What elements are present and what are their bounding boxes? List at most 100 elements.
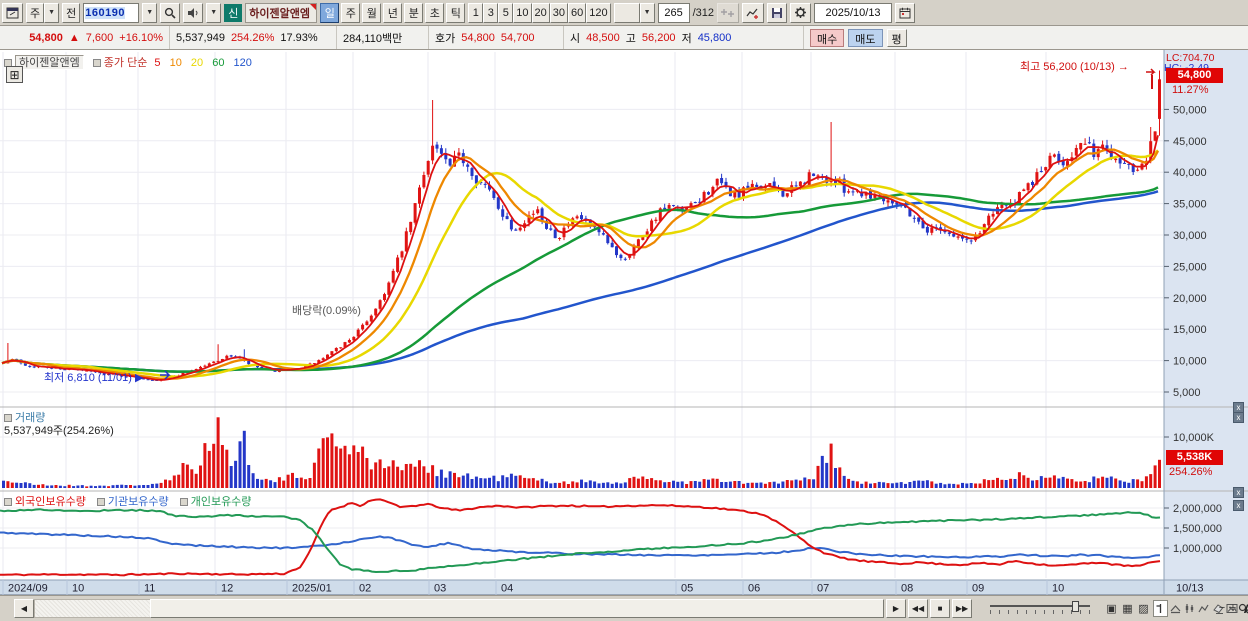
snapshot-button[interactable] — [1224, 600, 1239, 617]
legend-checkbox-icon[interactable] — [92, 59, 101, 67]
tab-day[interactable]: 일 — [320, 2, 340, 23]
zoom-area-button[interactable]: ▣ — [1104, 600, 1119, 617]
chevron-down-icon: ▼ — [146, 9, 154, 16]
close-holdings-pane-button[interactable]: x — [1233, 500, 1244, 511]
code-dropdown-button[interactable]: ▼ — [142, 2, 158, 23]
tool-candle-button[interactable] — [1182, 600, 1197, 617]
institution-legend-label: 기관보유수량 — [107, 496, 169, 508]
text-tool-button[interactable]: A — [1242, 600, 1248, 617]
hoga-label: 호가 — [435, 32, 456, 45]
scrollbar-thumb[interactable] — [150, 599, 884, 618]
top-toolbar: 주 ▼ 전 160190 ▼ ▼ 신 하이젠알앤엠 일 주 월 년 분 초 틱 … — [0, 0, 1248, 26]
interval-120[interactable]: 120 — [586, 2, 611, 23]
volume-box: 5,538K — [1166, 450, 1223, 465]
magnifier-button[interactable] — [1237, 600, 1248, 617]
tab-minute[interactable]: 분 — [404, 2, 424, 23]
scroll-left-button[interactable]: ◀ — [14, 599, 34, 618]
play-button[interactable]: ▶ — [886, 599, 906, 618]
period-combo[interactable]: 주 ▼ — [26, 2, 60, 23]
foreign-holdings-line — [0, 498, 1161, 577]
save-icon — [772, 7, 783, 18]
jeon-button[interactable]: 전 — [62, 2, 81, 23]
holdings-legend: 외국인보유수량 기관보유수량 개인보유수량 — [4, 493, 251, 509]
close-volume-pane-top-button[interactable]: x — [1233, 412, 1244, 423]
rewind-button[interactable]: ◀◀ — [908, 599, 928, 618]
date-input[interactable]: 2025/10/13 — [814, 2, 893, 23]
high-price: 56,200 — [641, 31, 676, 44]
legend-checkbox-icon[interactable] — [4, 414, 12, 422]
svg-text:05: 05 — [681, 583, 693, 595]
tool-zigzag-button[interactable] — [1196, 600, 1211, 617]
svg-text:25,000: 25,000 — [1173, 261, 1207, 273]
annotation-high: 최고 56,200 (10/13) → — [1020, 61, 1129, 73]
grid-tool-button[interactable]: ⊞ — [6, 66, 23, 83]
ma20-label: 20 — [190, 57, 204, 69]
svg-text:03: 03 — [434, 583, 446, 595]
price-pct-readout: 11.27% — [1172, 84, 1209, 96]
volume-ratio: 254.26% — [230, 31, 275, 44]
eraser-button[interactable] — [1210, 600, 1225, 617]
chart-canvas[interactable]: 5,000 10,000 15,000 20,000 25,000 30,000 35,00… — [0, 50, 1248, 595]
speed-slider-handle[interactable] — [1072, 601, 1079, 612]
tool-trendline-button[interactable] — [1153, 600, 1168, 617]
region-select-button[interactable]: ▨ — [1136, 600, 1151, 617]
sound-dropdown-button[interactable]: ▼ — [206, 2, 222, 23]
minus-icon: − — [1218, 601, 1226, 614]
sell-button[interactable]: 매도 — [848, 28, 883, 47]
svg-text:35,000: 35,000 — [1173, 199, 1207, 211]
legend-checkbox-icon[interactable] — [96, 498, 105, 506]
compare-button[interactable] — [717, 2, 740, 23]
window-icon[interactable] — [2, 2, 23, 23]
svg-text:15,000: 15,000 — [1173, 324, 1207, 336]
svg-text:10,000K: 10,000K — [1173, 432, 1215, 444]
peak-icon — [1170, 605, 1181, 614]
tool-peak-button[interactable] — [1168, 600, 1183, 617]
interval-20[interactable]: 20 — [531, 2, 550, 23]
tab-week[interactable]: 주 — [341, 2, 361, 23]
interval-60[interactable]: 60 — [568, 2, 587, 23]
alert-corner — [310, 3, 317, 10]
tab-year[interactable]: 년 — [383, 2, 403, 23]
calendar-button[interactable] — [895, 2, 916, 23]
empty-combo[interactable]: ▼ — [613, 2, 655, 23]
tab-tick[interactable]: 틱 — [446, 2, 466, 23]
grid-icon: ⊞ — [9, 67, 20, 82]
stock-code-input[interactable]: 160190 — [83, 2, 140, 23]
period-combo-value[interactable]: 주 — [26, 2, 45, 23]
tab-month[interactable]: 월 — [362, 2, 382, 23]
tab-second[interactable]: 초 — [425, 2, 445, 23]
svg-text:1,000,000: 1,000,000 — [1173, 543, 1222, 555]
stock-name-box[interactable]: 하이젠알앤엠 — [245, 2, 318, 23]
legend-stock-name[interactable]: 하이젠알앤엠 — [15, 55, 84, 70]
candle-count-input[interactable]: 265 — [657, 2, 690, 23]
legend-checkbox-icon[interactable] — [179, 498, 188, 506]
fast-forward-button[interactable]: ▶▶ — [952, 599, 972, 618]
zoom-in-button[interactable]: + — [1228, 599, 1238, 616]
legend-checkbox-icon[interactable] — [4, 498, 12, 506]
sound-button[interactable] — [183, 2, 204, 23]
add-indicator-button[interactable] — [742, 2, 765, 23]
speed-slider[interactable] — [990, 605, 1090, 607]
interval-1[interactable]: 1 — [468, 2, 484, 23]
ma60-label: 60 — [212, 57, 225, 69]
pattern-button[interactable]: ▦ — [1120, 600, 1135, 617]
buy-button[interactable]: 매수 — [810, 28, 845, 47]
interval-5[interactable]: 5 — [498, 2, 514, 23]
interval-3[interactable]: 3 — [483, 2, 499, 23]
interval-30[interactable]: 30 — [549, 2, 568, 23]
settings-button[interactable] — [790, 2, 812, 23]
volume-value-line: 5,537,949주(254.26%) — [4, 425, 114, 437]
avg-button[interactable]: 평 — [886, 28, 907, 47]
close-volume-pane-button[interactable]: x — [1233, 487, 1244, 498]
svg-text:12: 12 — [221, 583, 233, 595]
interval-10[interactable]: 10 — [513, 2, 532, 23]
image-icon — [1226, 604, 1237, 613]
stop-button[interactable]: ■ — [930, 599, 950, 618]
gear-icon — [795, 7, 807, 18]
zoom-out-button[interactable]: − — [1217, 599, 1227, 616]
volume-legend: 거래량 — [4, 409, 45, 425]
speed-slider-ticks — [990, 610, 1090, 614]
search-button[interactable] — [160, 2, 181, 23]
interval-buttons: 1 3 5 10 20 30 60 120 — [468, 2, 611, 23]
save-button[interactable] — [767, 2, 788, 23]
